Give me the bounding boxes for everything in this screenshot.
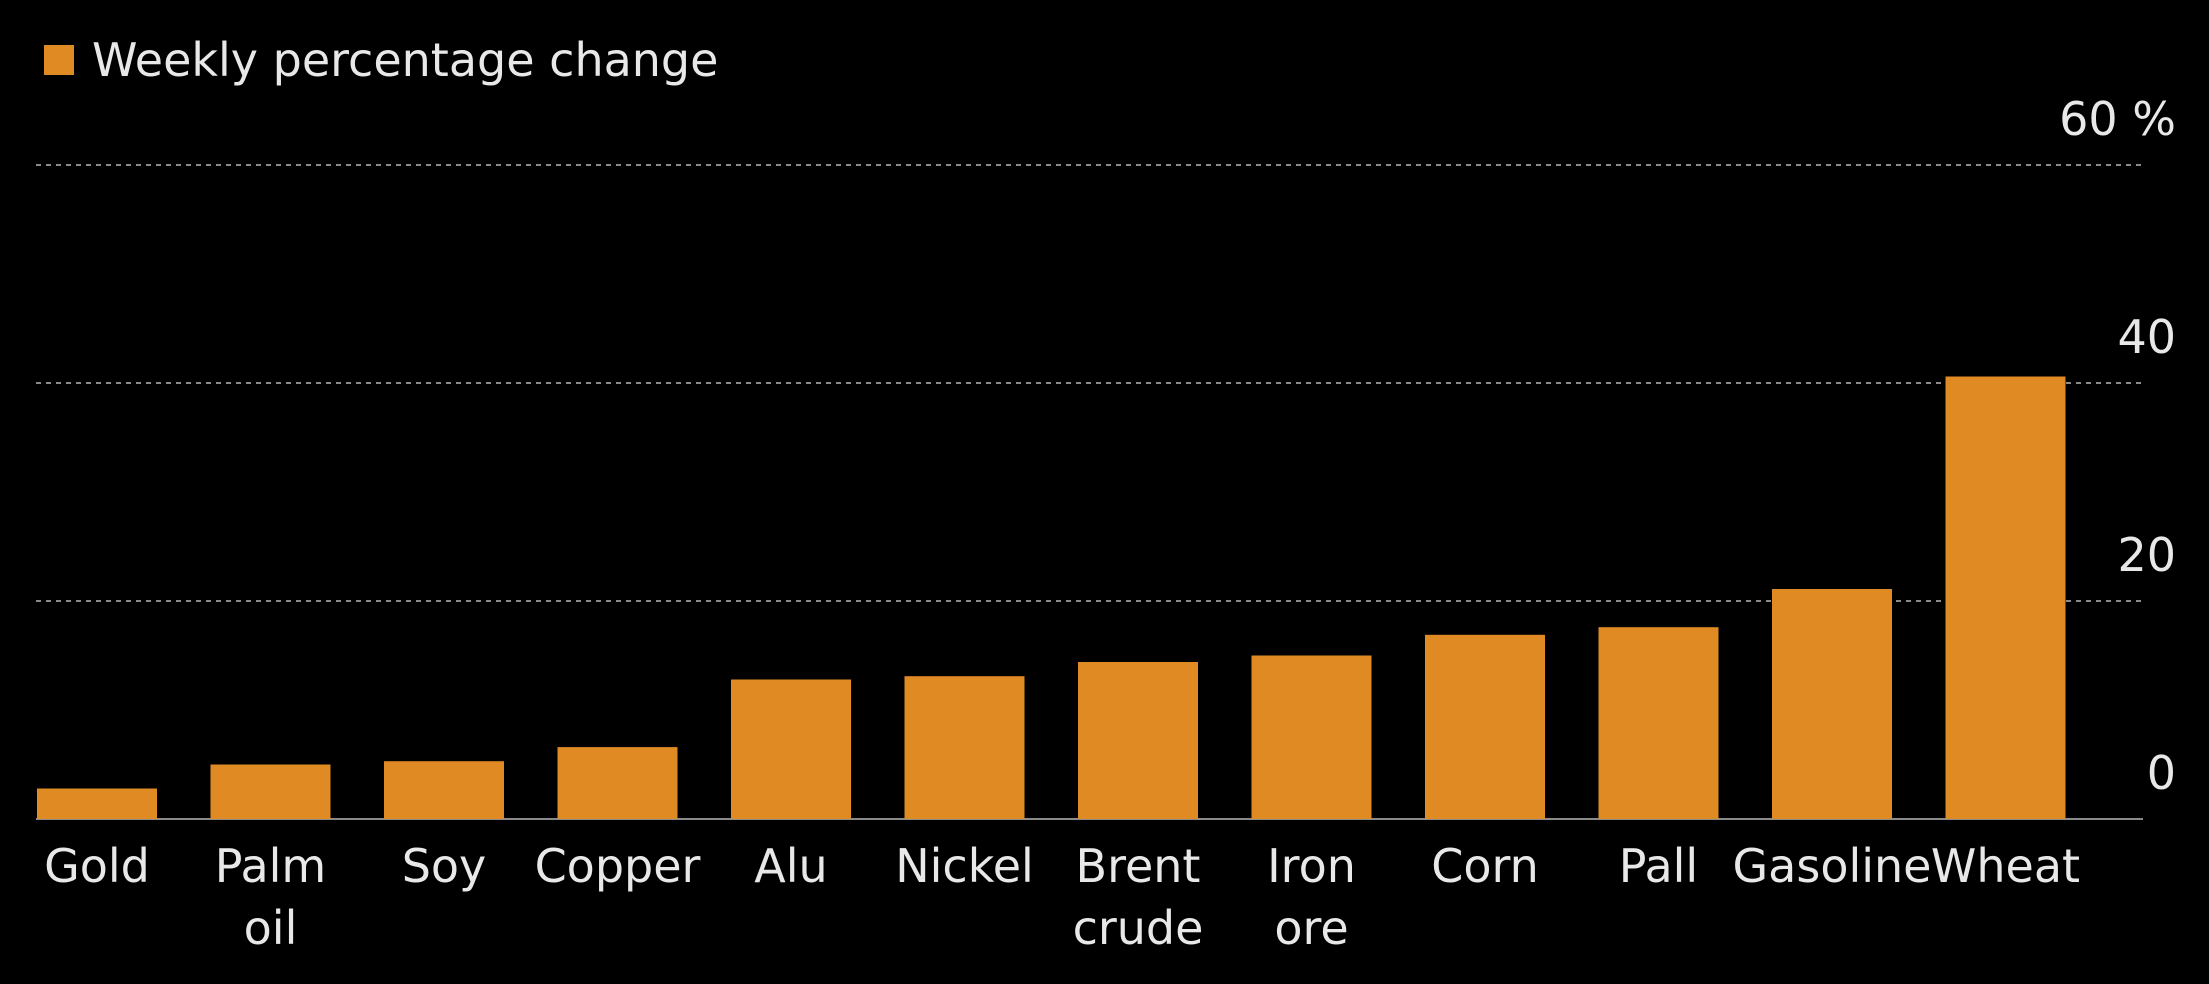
category-label: Copper xyxy=(535,839,701,893)
category-label: Iron ore xyxy=(1267,839,1356,955)
legend-label: Weekly percentage change xyxy=(92,33,719,87)
bar xyxy=(557,747,678,819)
legend: Weekly percentage change xyxy=(44,30,718,90)
bar xyxy=(384,761,504,819)
bar xyxy=(37,788,157,819)
bar xyxy=(1251,655,1372,819)
legend-swatch xyxy=(44,45,74,75)
bar xyxy=(731,679,851,819)
bar xyxy=(1078,662,1198,819)
category-label: Corn xyxy=(1431,839,1539,893)
category-label: Wheat xyxy=(1931,839,2080,893)
category-label: Pall xyxy=(1619,839,1698,893)
category-label: Alu xyxy=(754,839,827,893)
y-tick-label: 20 xyxy=(2117,528,2176,582)
category-label: Gold xyxy=(44,839,150,893)
bar xyxy=(1598,627,1719,819)
category-label: Palm oil xyxy=(215,839,326,955)
bar xyxy=(904,676,1025,819)
y-tick-label: 0 xyxy=(2147,746,2176,800)
bar xyxy=(210,764,331,819)
bar xyxy=(1425,634,1545,819)
bar xyxy=(1772,589,1892,819)
category-label: Brent crude xyxy=(1073,839,1204,955)
category-label: Gasoline xyxy=(1733,839,1932,893)
y-tick-label: 40 xyxy=(2117,310,2176,364)
category-label: Nickel xyxy=(895,839,1034,893)
y-tick-label: 60 % xyxy=(2059,92,2176,146)
bar xyxy=(1945,376,2066,819)
category-label: Soy xyxy=(402,839,487,893)
